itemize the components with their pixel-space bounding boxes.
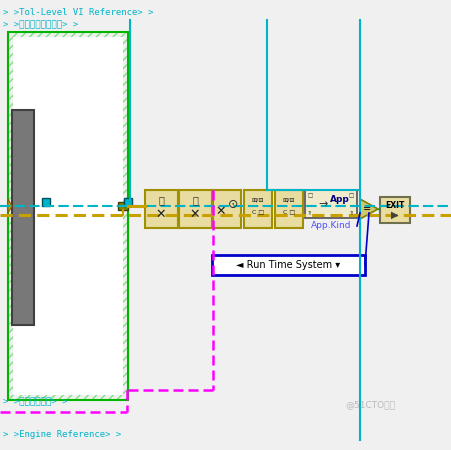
Bar bbox=[8, 32, 128, 400]
Polygon shape bbox=[8, 199, 12, 213]
Text: C □: C □ bbox=[252, 210, 264, 215]
Bar bbox=[179, 190, 212, 228]
Text: > >Engine Reference> >: > >Engine Reference> > bbox=[3, 430, 121, 439]
Text: > >Tol-Level VI Reference> >: > >Tol-Level VI Reference> > bbox=[3, 8, 153, 17]
Bar bbox=[305, 190, 357, 218]
Text: ▶: ▶ bbox=[391, 210, 399, 220]
Text: ⊞/⊟: ⊞/⊟ bbox=[252, 198, 264, 203]
Text: ✕: ✕ bbox=[190, 207, 200, 220]
Bar bbox=[118, 202, 128, 210]
Text: ✕: ✕ bbox=[156, 207, 166, 220]
Text: =: = bbox=[363, 204, 371, 214]
Bar bbox=[13, 37, 123, 395]
Polygon shape bbox=[360, 199, 378, 219]
Text: @51CTO斯客: @51CTO斯客 bbox=[345, 400, 395, 410]
Text: ⊞/⊟: ⊞/⊟ bbox=[283, 198, 295, 203]
Text: ⊙: ⊙ bbox=[228, 198, 238, 211]
Bar bbox=[145, 190, 178, 228]
Text: ?!: ?! bbox=[308, 211, 313, 216]
Text: ✕: ✕ bbox=[216, 204, 226, 217]
Bar bbox=[213, 190, 241, 228]
Text: □: □ bbox=[308, 193, 313, 198]
Text: App: App bbox=[330, 195, 350, 204]
Text: 🔧: 🔧 bbox=[158, 195, 164, 205]
Bar bbox=[212, 255, 365, 275]
Bar bbox=[380, 197, 410, 223]
Text: > >用户事件引用> >: > >用户事件引用> > bbox=[3, 397, 68, 406]
Text: □: □ bbox=[349, 193, 354, 198]
Text: ?!: ?! bbox=[350, 211, 354, 216]
Bar bbox=[12, 110, 34, 325]
Bar bbox=[42, 198, 50, 206]
Text: EXIT: EXIT bbox=[385, 201, 405, 210]
Text: 🔧: 🔧 bbox=[192, 195, 198, 205]
Bar bbox=[275, 190, 303, 228]
Bar bbox=[124, 198, 132, 206]
Text: ◄ Run Time System ▾: ◄ Run Time System ▾ bbox=[236, 260, 340, 270]
Text: C □: C □ bbox=[283, 210, 295, 215]
Bar bbox=[244, 190, 272, 228]
Text: > >注册回调事件引用> >: > >注册回调事件引用> > bbox=[3, 20, 78, 29]
Text: App.Kind: App.Kind bbox=[311, 221, 351, 230]
Bar bbox=[9, 33, 127, 399]
Text: →: → bbox=[318, 199, 328, 209]
